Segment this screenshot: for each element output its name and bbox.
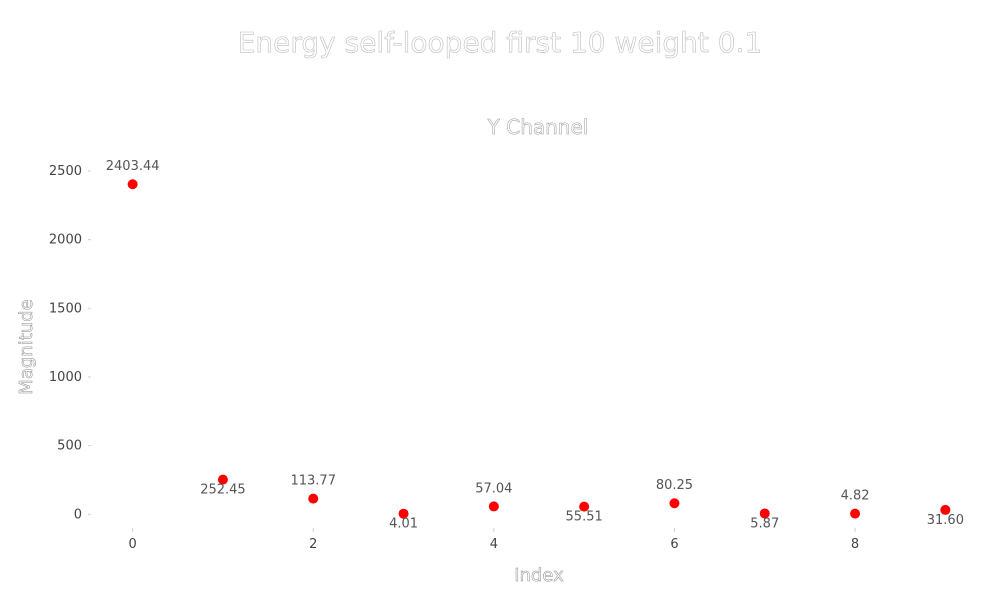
data-label: 252.45 — [200, 483, 246, 498]
data-point — [850, 508, 861, 519]
data-label: 2403.44 — [106, 159, 160, 174]
data-label: 4.82 — [841, 489, 870, 504]
data-point — [940, 504, 951, 515]
data-point — [127, 179, 138, 190]
data-point — [217, 474, 228, 485]
x-tick-label: 6 — [670, 537, 678, 552]
y-tick-label: 1500 — [49, 301, 82, 316]
y-tick-label: 2000 — [49, 233, 82, 248]
data-points — [127, 179, 951, 519]
data-label: 80.25 — [656, 478, 693, 493]
x-tick-label: 4 — [490, 537, 498, 552]
x-tick-label: 8 — [851, 537, 859, 552]
x-axis-label: Index — [514, 565, 564, 586]
y-tick-label: 1000 — [49, 370, 82, 385]
data-label: 57.04 — [475, 481, 512, 496]
y-tick-label: 2500 — [49, 164, 82, 179]
data-label: 31.60 — [927, 513, 964, 528]
y-axis-label: Magnitude — [16, 299, 37, 394]
y-axis-ticks: 0 500 1000 1500 2000 2500 — [49, 164, 91, 522]
x-tick-label: 0 — [128, 537, 136, 552]
data-labels: 2403.44 252.45 113.77 4.01 57.04 55.51 80.25 5.… — [106, 159, 964, 531]
data-point — [488, 501, 499, 512]
data-label: 4.01 — [389, 517, 418, 532]
data-label: 55.51 — [566, 510, 603, 525]
data-point — [759, 508, 770, 519]
x-axis-ticks: 0 2 4 6 8 — [128, 528, 859, 552]
x-tick-label: 2 — [309, 537, 317, 552]
figure-title: Energy self-looped first 10 weight 0.1 — [238, 26, 763, 59]
data-point — [579, 501, 590, 512]
y-tick-label: 500 — [57, 439, 82, 454]
data-point — [669, 498, 680, 509]
data-point — [308, 493, 319, 504]
chart-title: Y Channel — [487, 115, 589, 139]
data-point — [398, 508, 409, 519]
y-tick-label: 0 — [74, 507, 82, 522]
data-label: 5.87 — [750, 516, 779, 531]
data-label: 113.77 — [290, 474, 336, 489]
